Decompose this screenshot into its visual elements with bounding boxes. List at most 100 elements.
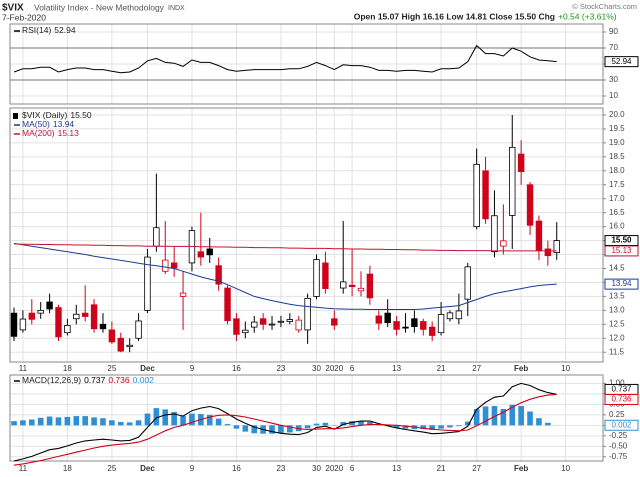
x-tick-label: 21 bbox=[437, 364, 446, 373]
candle-body bbox=[179, 292, 187, 297]
ma-last-value: 13.94 bbox=[611, 279, 632, 288]
y-tick-label: 13.5 bbox=[609, 292, 625, 301]
x-tick-label: 23 bbox=[276, 364, 285, 373]
candle-body bbox=[535, 220, 543, 251]
candle-body bbox=[117, 337, 124, 352]
y-tick-label: 19.0 bbox=[609, 138, 625, 147]
ma-last-value-box bbox=[604, 278, 639, 290]
histogram-bar bbox=[464, 421, 471, 426]
rsi-line bbox=[13, 44, 557, 74]
x-tick-label: 2020 bbox=[325, 464, 343, 473]
macd-last-value: 0.002 bbox=[611, 420, 632, 429]
candle-body bbox=[90, 304, 98, 330]
x-tick-label: Feb bbox=[514, 464, 528, 473]
candle-body bbox=[340, 281, 347, 289]
histogram-bar bbox=[11, 421, 17, 426]
legend-text: 52.94 bbox=[54, 25, 76, 35]
x-tick-label: 10 bbox=[561, 364, 570, 373]
histogram-bar bbox=[55, 417, 62, 426]
histogram-bar bbox=[340, 421, 347, 426]
candle-body bbox=[37, 309, 44, 314]
histogram-bar bbox=[20, 420, 26, 426]
histogram-bar bbox=[393, 425, 400, 428]
histogram-bar bbox=[73, 416, 80, 426]
legend: $VIX (Daily) 15.50 bbox=[22, 110, 92, 120]
ma-last-value: 15.13 bbox=[611, 246, 632, 255]
y-tick-label: 10 bbox=[609, 91, 618, 100]
histogram-bar bbox=[278, 425, 284, 434]
x-tick-label: 27 bbox=[472, 364, 481, 373]
histogram-bar bbox=[91, 417, 97, 426]
candle-body bbox=[277, 320, 285, 323]
histogram-bar bbox=[144, 413, 151, 426]
legend-icon bbox=[13, 113, 18, 119]
candle-body bbox=[28, 312, 35, 320]
rsi-last-value-box bbox=[604, 56, 639, 68]
exchange: INDX bbox=[168, 5, 185, 12]
candle-body bbox=[313, 259, 320, 297]
histogram-bar bbox=[349, 421, 355, 426]
histogram-bar bbox=[509, 404, 516, 426]
credit: © StockCharts.com bbox=[572, 2, 637, 11]
candle-body bbox=[446, 312, 454, 320]
candle-body bbox=[437, 314, 445, 334]
legend-text: MA(200) bbox=[22, 128, 55, 138]
macd-line bbox=[13, 382, 557, 462]
histogram-bar bbox=[420, 425, 427, 430]
y-tick-label: 18.0 bbox=[609, 166, 625, 175]
security-name: Volatility Index - New Methodology bbox=[34, 2, 165, 12]
histogram-bar bbox=[500, 408, 507, 426]
y-tick-label: -0.75 bbox=[609, 452, 628, 461]
quote: Open 15.07 High 16.16 Low 14.81 Close 15… bbox=[354, 11, 555, 21]
candle-body bbox=[126, 344, 133, 348]
candle-body bbox=[224, 287, 231, 322]
legend: MACD(12,26,9) 0.737 0.736 0.002 bbox=[22, 375, 154, 385]
histogram-bar bbox=[304, 425, 311, 429]
legend-text: 0.736 bbox=[108, 375, 130, 385]
y-tick-label: 12.5 bbox=[609, 319, 625, 328]
candle-body bbox=[197, 251, 205, 258]
histogram-bar bbox=[482, 406, 489, 426]
candle-body bbox=[473, 163, 480, 228]
candle-body bbox=[331, 318, 338, 326]
candle-body bbox=[81, 312, 89, 317]
candle-body bbox=[73, 313, 80, 320]
candle-body bbox=[544, 248, 552, 257]
close-last-value: 15.50 bbox=[611, 236, 632, 245]
histogram-bar bbox=[189, 413, 195, 426]
histogram-bar bbox=[126, 422, 133, 426]
candle-body bbox=[19, 318, 27, 331]
candle-body bbox=[491, 215, 498, 253]
histogram-bar bbox=[180, 416, 186, 426]
candle-body bbox=[464, 266, 471, 300]
candle-body bbox=[322, 262, 329, 289]
candle-body bbox=[357, 287, 365, 292]
candle-body bbox=[411, 318, 418, 327]
x-tick-label: 6 bbox=[350, 464, 355, 473]
histogram-bar bbox=[82, 416, 88, 426]
histogram-bar bbox=[162, 409, 169, 426]
histogram-bar bbox=[491, 406, 498, 426]
histogram-bar bbox=[536, 418, 542, 426]
x-tick-label: 16 bbox=[232, 464, 241, 473]
candle-body bbox=[455, 310, 463, 320]
candle-body bbox=[366, 273, 374, 299]
x-tick-label: 16 bbox=[232, 364, 241, 373]
candle-body bbox=[375, 315, 382, 324]
y-tick-label: 17.5 bbox=[609, 180, 625, 189]
candle-body bbox=[233, 318, 240, 335]
close-last-value-box bbox=[604, 235, 639, 247]
histogram-bar bbox=[429, 425, 435, 430]
macd-last-value: 0.736 bbox=[611, 395, 632, 404]
macd-last-value-box bbox=[604, 419, 639, 431]
histogram-bar bbox=[64, 416, 71, 426]
histogram-bar bbox=[322, 422, 329, 426]
x-tick-label: 6 bbox=[350, 364, 355, 373]
histogram-bar bbox=[438, 425, 444, 429]
candle-body bbox=[46, 301, 53, 310]
histogram-bar bbox=[527, 411, 533, 426]
macd-line bbox=[13, 393, 557, 466]
candle-body bbox=[286, 319, 294, 322]
panel-frame bbox=[9, 374, 604, 462]
